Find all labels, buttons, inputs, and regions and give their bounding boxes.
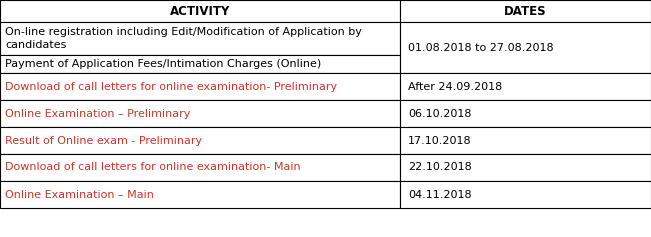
Text: 06.10.2018: 06.10.2018: [408, 109, 471, 118]
Bar: [0, 181, 400, 208]
Bar: [400, 0, 651, 22]
Bar: [0, 127, 400, 154]
Bar: [0, 100, 400, 127]
Text: Result of Online exam - Preliminary: Result of Online exam - Preliminary: [5, 136, 202, 146]
Bar: [400, 154, 651, 181]
Bar: [0, 22, 400, 55]
Bar: [400, 22, 651, 73]
Text: Download of call letters for online examination- Main: Download of call letters for online exam…: [5, 163, 301, 173]
Text: Online Examination – Main: Online Examination – Main: [5, 190, 154, 200]
Bar: [0, 73, 400, 100]
Bar: [400, 73, 651, 100]
Bar: [400, 127, 651, 154]
Text: On-line registration including Edit/Modification of Application by
candidates: On-line registration including Edit/Modi…: [5, 27, 362, 50]
Text: 01.08.2018 to 27.08.2018: 01.08.2018 to 27.08.2018: [408, 42, 553, 53]
Bar: [400, 100, 651, 127]
Text: Download of call letters for online examination- Preliminary: Download of call letters for online exam…: [5, 82, 337, 91]
Text: Payment of Application Fees/Intimation Charges (Online): Payment of Application Fees/Intimation C…: [5, 59, 321, 69]
Text: ACTIVITY: ACTIVITY: [170, 5, 230, 18]
Bar: [400, 181, 651, 208]
Text: 22.10.2018: 22.10.2018: [408, 163, 472, 173]
Text: Online Examination – Preliminary: Online Examination – Preliminary: [5, 109, 190, 118]
Bar: [0, 154, 400, 181]
Bar: [0, 0, 400, 22]
Text: DATES: DATES: [504, 5, 547, 18]
Text: 04.11.2018: 04.11.2018: [408, 190, 471, 200]
Text: 17.10.2018: 17.10.2018: [408, 136, 471, 146]
Text: After 24.09.2018: After 24.09.2018: [408, 82, 503, 91]
Bar: [0, 55, 400, 73]
